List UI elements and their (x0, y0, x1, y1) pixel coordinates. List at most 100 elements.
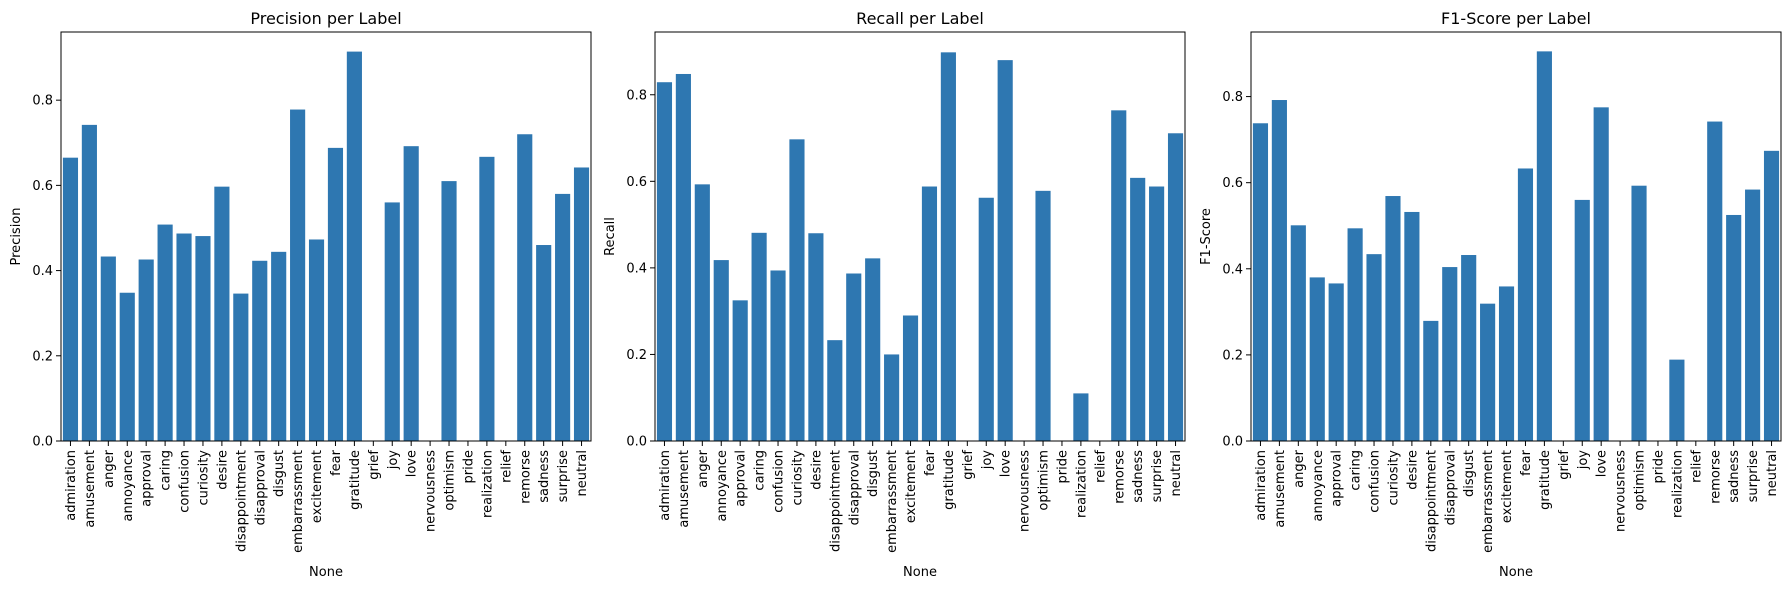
y-tick-label: 0.8 (1222, 90, 1243, 105)
y-tick-label: 0.4 (626, 261, 647, 276)
y-axis-label: F1-Score (1199, 208, 1214, 265)
bar-excitement (902, 315, 919, 441)
x-tick-label: joy (1576, 450, 1591, 471)
x-tick-label: surprise (556, 450, 571, 502)
bar-curiosity (789, 139, 805, 441)
bar-approval (1328, 283, 1344, 441)
x-tick-label: anger (102, 449, 117, 487)
x-tick-label: amusement (677, 450, 692, 528)
x-tick-label: confusion (178, 450, 193, 513)
x-tick-label: curiosity (790, 450, 805, 506)
bar-annoyance (119, 292, 135, 441)
bar-embarrassment (884, 354, 900, 441)
bar-disappointment (1423, 320, 1439, 441)
x-tick-label: sadness (1727, 450, 1742, 503)
bar-fear (327, 147, 344, 441)
x-tick-label: optimism (1037, 450, 1052, 511)
plot-frame (60, 31, 592, 442)
x-tick-label: joy (980, 450, 995, 471)
x-tick-label: annoyance (715, 450, 730, 521)
x-axis-label: None (903, 565, 937, 580)
x-tick-label: desire (1405, 450, 1420, 490)
bar-disapproval (1442, 267, 1458, 441)
x-tick-label: curiosity (1386, 450, 1401, 506)
x-tick-label: desire (809, 450, 824, 490)
x-tick-label: love (1595, 450, 1610, 477)
bar-realization (1669, 359, 1685, 441)
x-tick-label: nervousness (424, 450, 439, 532)
x-tick-label: anger (696, 449, 711, 487)
x-axis-label: None (309, 565, 343, 580)
y-axis-label: Recall (603, 217, 618, 256)
plot-frame (654, 31, 1186, 442)
x-tick-label: caring (753, 450, 768, 491)
x-tick-label: annoyance (121, 450, 136, 521)
x-tick-label: realization (1074, 450, 1089, 518)
bar-anger (694, 184, 710, 441)
x-tick-label: neutral (575, 450, 590, 497)
x-tick-label: grief (1557, 450, 1572, 480)
bar-curiosity (1385, 196, 1401, 441)
x-tick-label: admiration (1254, 450, 1269, 521)
x-tick-label: pride (1055, 450, 1070, 483)
bar-optimism (1631, 185, 1647, 441)
x-tick-label: fear (329, 449, 344, 476)
bar-neutral (573, 167, 590, 442)
x-tick-label: disgust (1462, 450, 1477, 497)
x-tick-label: disappointment (1424, 450, 1439, 552)
bar-excitement (308, 239, 325, 441)
bar-anger (100, 256, 116, 441)
x-tick-label: nervousness (1614, 450, 1629, 532)
x-tick-label: desire (215, 450, 230, 490)
bar-optimism (1035, 190, 1051, 441)
x-tick-label: amusement (1273, 450, 1288, 528)
bar-admiration (62, 157, 79, 441)
bar-surprise (555, 193, 571, 441)
x-tick-label: disapproval (847, 450, 862, 525)
y-tick-label: 0.4 (1222, 262, 1243, 277)
x-tick-label: relief (1093, 450, 1108, 483)
bar-fear (921, 186, 938, 441)
bar-curiosity (195, 236, 211, 441)
bar-admiration (1252, 123, 1269, 442)
chart-title: Precision per Label (250, 9, 401, 28)
bar-embarrassment (290, 109, 306, 441)
bar-surprise (1149, 186, 1165, 441)
x-tick-label: anger (1292, 449, 1307, 487)
bar-fear (1517, 168, 1534, 442)
bar-amusement (1271, 100, 1287, 442)
x-tick-label: pride (461, 450, 476, 483)
x-tick-label: grief (367, 450, 382, 480)
bar-sadness (536, 245, 552, 441)
bar-love (1593, 107, 1609, 441)
bar-embarrassment (1480, 303, 1496, 441)
bar-annoyance (1309, 277, 1325, 441)
y-tick-label: 0.4 (32, 264, 53, 279)
bar-desire (808, 233, 824, 441)
x-tick-label: disapproval (1443, 450, 1458, 525)
x-tick-label: surprise (1150, 450, 1165, 502)
x-tick-label: nervousness (1018, 450, 1033, 532)
x-tick-label: excitement (904, 450, 919, 523)
y-tick-label: 0.2 (1222, 348, 1243, 363)
y-tick-label: 0.2 (626, 348, 647, 363)
x-tick-label: caring (1349, 450, 1364, 491)
x-tick-label: neutral (1169, 450, 1184, 497)
x-tick-label: grief (961, 450, 976, 480)
bar-sadness (1130, 177, 1146, 442)
x-tick-label: embarrassment (1481, 450, 1496, 553)
bar-admiration (656, 82, 673, 442)
y-tick-label: 0.2 (32, 349, 53, 364)
x-tick-label: sadness (1131, 450, 1146, 503)
x-tick-label: optimism (1633, 450, 1648, 511)
bar-desire (1404, 211, 1420, 441)
x-tick-label: gratitude (348, 450, 363, 510)
x-tick-label: relief (1689, 450, 1704, 483)
bar-desire (214, 186, 230, 441)
y-tick-label: 0.0 (626, 435, 647, 450)
x-tick-label: excitement (310, 450, 325, 523)
bar-remorse (1707, 121, 1723, 442)
bar-disgust (271, 251, 287, 441)
